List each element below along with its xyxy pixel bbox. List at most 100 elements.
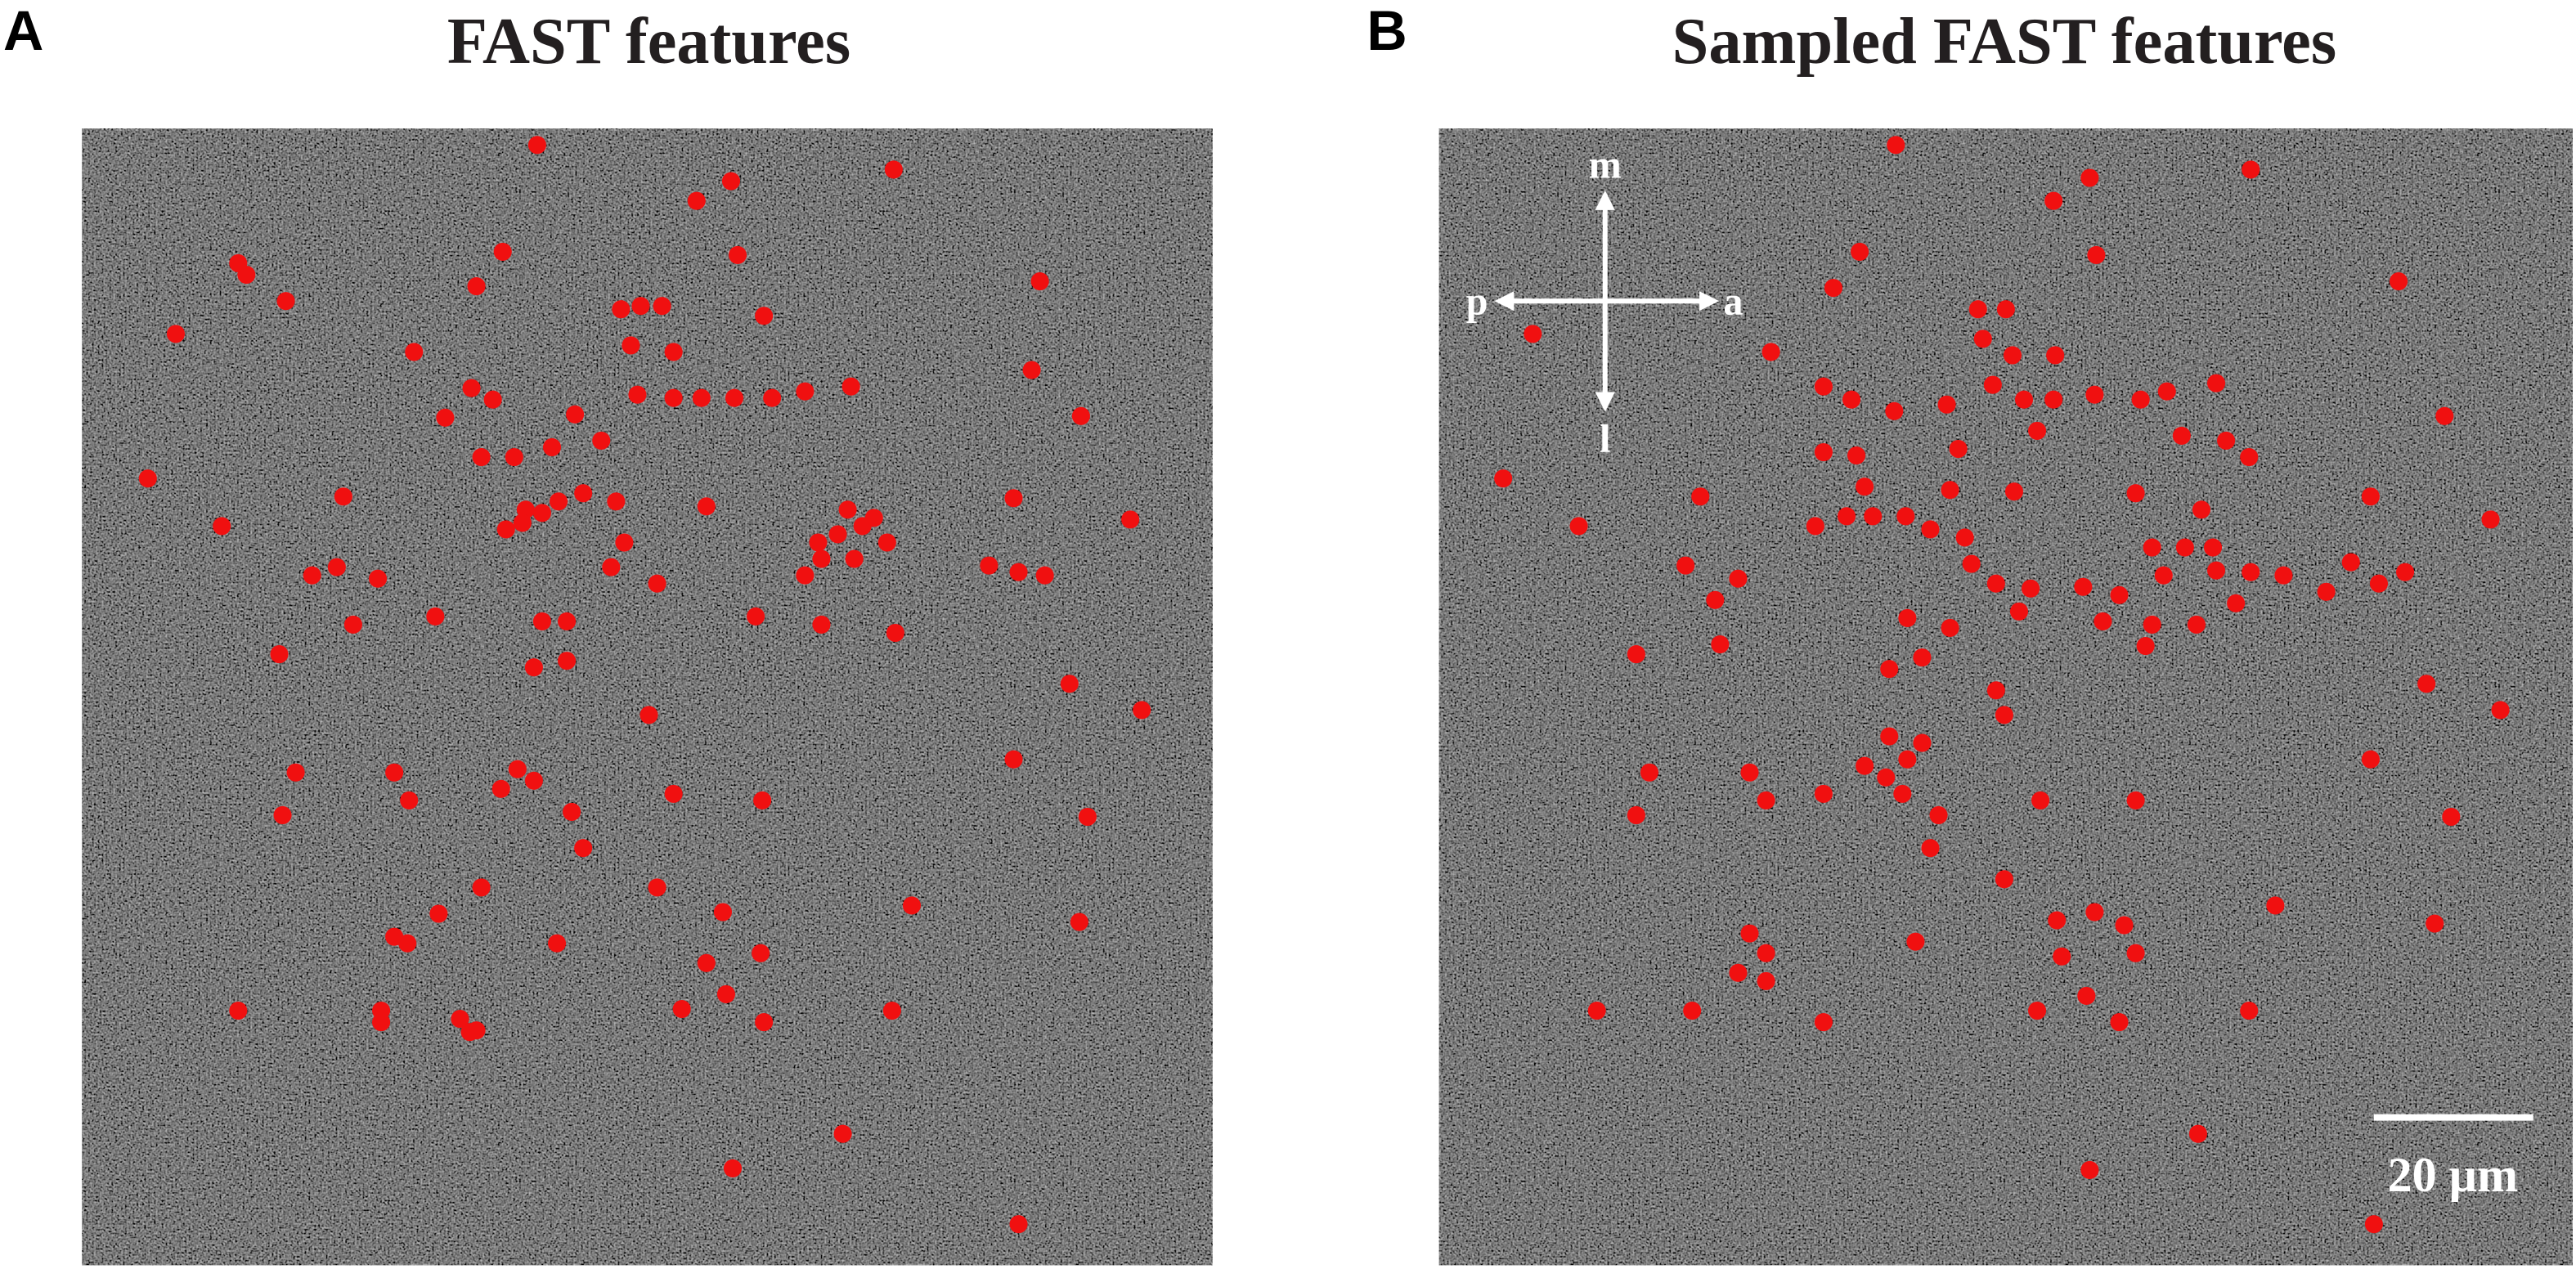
feature-point: [1569, 517, 1588, 536]
feature-point: [2157, 382, 2176, 401]
feature-point: [524, 658, 543, 677]
direction-label: m: [1589, 144, 1622, 187]
feature-point: [1070, 913, 1088, 931]
feature-point: [1851, 242, 1869, 261]
feature-point: [270, 645, 289, 664]
feature-point: [615, 533, 634, 552]
feature-point: [648, 574, 666, 593]
feature-point: [2009, 602, 2029, 621]
feature-point: [2491, 701, 2510, 720]
feature-point: [2266, 896, 2285, 915]
feature-point: [2361, 487, 2380, 506]
feature-point: [1740, 763, 1759, 782]
feature-point: [697, 953, 716, 972]
feature-point: [2242, 563, 2260, 581]
feature-point: [2004, 482, 2023, 501]
feature-point: [2044, 191, 2063, 210]
feature-point: [2417, 675, 2436, 693]
feature-point: [429, 904, 448, 923]
image-a: [82, 128, 1213, 1266]
feature-point: [566, 405, 585, 424]
feature-point: [1996, 300, 2015, 319]
feature-point: [1729, 963, 1748, 982]
feature-point: [1814, 377, 1833, 396]
feature-point: [1640, 763, 1659, 782]
feature-point: [1986, 681, 2005, 700]
feature-point: [2021, 579, 2040, 598]
feature-point: [496, 520, 515, 539]
feature-point: [532, 612, 551, 630]
feature-point: [2110, 1013, 2129, 1032]
feature-point: [1995, 706, 2013, 724]
feature-point: [877, 533, 896, 552]
direction-label: l: [1600, 418, 1610, 461]
feature-point: [723, 1159, 743, 1177]
feature-layer: [1494, 136, 2510, 1234]
feature-point: [1955, 528, 1974, 547]
feature-point: [1757, 944, 1775, 962]
feature-point: [2136, 637, 2155, 656]
feature-point: [467, 277, 486, 296]
feature-point: [1757, 791, 1775, 809]
feature-point: [622, 336, 640, 355]
feature-point: [286, 763, 305, 782]
feature-point: [1847, 446, 1866, 465]
feature-point: [1973, 330, 1992, 348]
feature-point: [2317, 582, 2336, 601]
feature-point: [1627, 805, 1645, 825]
feature-point: [838, 500, 857, 519]
feature-point: [648, 878, 666, 897]
feature-point: [2369, 574, 2388, 593]
feature-point: [532, 504, 551, 522]
feature-point: [1060, 675, 1079, 693]
scale-bar: 20 μm: [2373, 1114, 2533, 1203]
feature-point: [1880, 727, 1899, 746]
feature-point: [2192, 500, 2211, 519]
feature-point: [273, 805, 292, 825]
feature-layer: [138, 136, 1151, 1234]
feature-point: [1968, 300, 1987, 319]
feature-point: [2172, 426, 2191, 445]
feature-point: [2126, 484, 2145, 503]
feature-point: [1995, 870, 2013, 889]
panel-label: A: [3, 0, 43, 62]
feature-point: [2481, 510, 2500, 529]
orientation-compass: m p a l: [1466, 144, 1744, 461]
feature-point: [687, 191, 706, 210]
feature-point: [472, 447, 491, 467]
feature-point: [1814, 1013, 1833, 1032]
feature-point: [1986, 574, 2005, 593]
feature-point: [2126, 791, 2145, 809]
feature-point: [451, 1010, 469, 1029]
panel-label: B: [1367, 0, 1407, 62]
feature-point: [653, 297, 671, 316]
feature-point: [2048, 911, 2067, 930]
feature-point: [398, 934, 417, 953]
direction-label: a: [1723, 280, 1743, 323]
feature-point: [2426, 914, 2444, 933]
feature-point: [755, 307, 774, 325]
feature-point: [547, 934, 567, 953]
feature-point: [1009, 563, 1028, 581]
feature-point: [1691, 487, 1710, 506]
feature-point: [2341, 553, 2360, 572]
image-noise: [82, 128, 1213, 1266]
feature-point: [1814, 784, 1833, 803]
panel-title: Sampled FAST features: [1672, 5, 2336, 78]
feature-point: [1906, 932, 1925, 951]
panel-title: FAST features: [447, 5, 850, 78]
feature-point: [1761, 343, 1780, 361]
feature-point: [1683, 1001, 1702, 1020]
feature-point: [524, 771, 543, 790]
feature-point: [2240, 1001, 2259, 1020]
feature-point: [369, 569, 388, 588]
feature-point: [1877, 768, 1896, 787]
feature-point: [640, 706, 658, 724]
feature-point: [828, 525, 847, 544]
feature-point: [884, 160, 903, 179]
feature-point: [2435, 406, 2454, 425]
feature-point: [2396, 563, 2415, 581]
image-b: [1438, 128, 2573, 1266]
feature-point: [1898, 608, 1917, 627]
